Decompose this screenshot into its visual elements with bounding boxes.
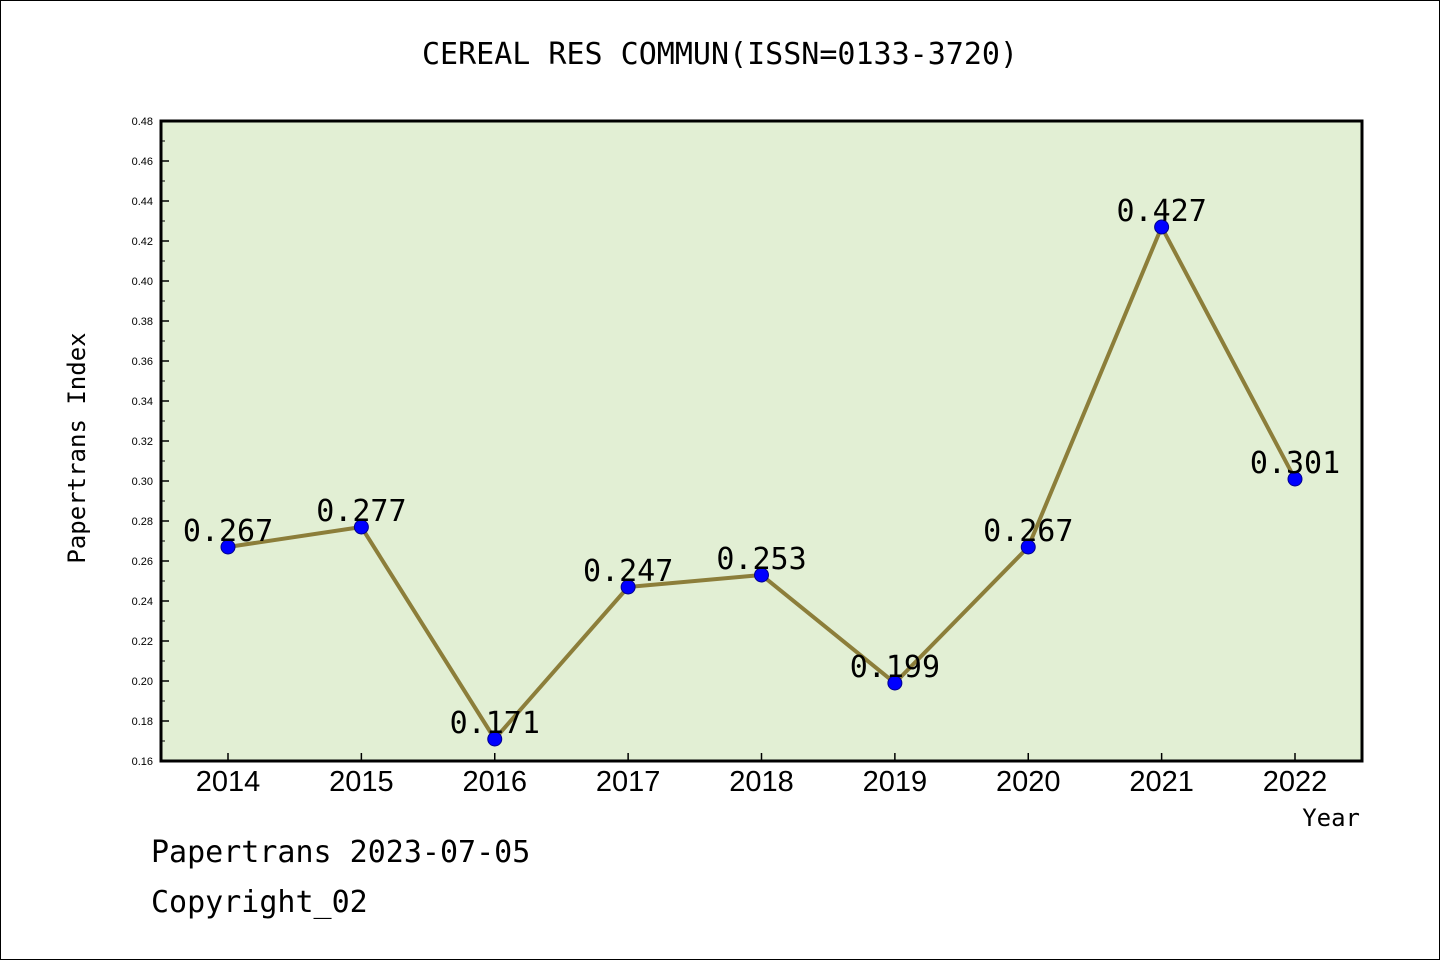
data-label: 0.253	[716, 542, 806, 577]
y-tick-label: 0.16	[132, 756, 153, 768]
data-point	[487, 731, 503, 747]
y-tick-label: 0.38	[132, 316, 153, 328]
data-label: 0.301	[1250, 446, 1340, 481]
data-label: 0.247	[583, 554, 673, 589]
x-tick-label: 2014	[196, 766, 261, 798]
data-point	[754, 567, 769, 583]
y-tick-label: 0.22	[132, 636, 153, 648]
y-tick-label: 0.32	[132, 436, 153, 448]
data-label: 0.267	[183, 514, 273, 549]
y-tick-label: 0.46	[132, 156, 153, 168]
x-tick-label: 2016	[462, 766, 527, 798]
y-tick-label: 0.42	[132, 236, 153, 248]
data-label: 0.267	[983, 514, 1073, 549]
y-tick-label: 0.18	[132, 716, 153, 728]
y-tick-label: 0.24	[132, 596, 153, 608]
y-tick-label: 0.36	[132, 356, 153, 368]
data-label: 0.277	[316, 494, 406, 529]
x-tick-label: 2022	[1263, 766, 1328, 798]
chart-title: CEREAL RES COMMUN(ISSN=0133-3720)	[421, 37, 1019, 72]
y-tick-label: 0.48	[132, 116, 153, 128]
y-axis: 0.16 0.18 0.20 0.22 0.24 0.26 0.28 0.30 0.32 0.34…	[132, 116, 169, 768]
data-point	[220, 539, 236, 555]
x-axis: 2014 2015 2016 2017 2018 2019 2020 2021 2022	[196, 753, 1328, 798]
x-tick-label: 2015	[329, 766, 394, 798]
x-tick-label: 2017	[596, 766, 661, 798]
data-label: 0.171	[450, 706, 540, 741]
y-tick-label: 0.26	[132, 556, 153, 568]
x-tick-label: 2021	[1129, 766, 1194, 798]
data-point	[1020, 539, 1036, 555]
data-label: 0.427	[1116, 194, 1206, 229]
y-tick-label: 0.34	[132, 396, 153, 408]
y-tick-label: 0.40	[132, 276, 153, 288]
x-tick-label: 2019	[863, 766, 928, 798]
data-point	[620, 579, 636, 595]
data-point	[353, 519, 369, 535]
x-axis-title: Year	[1302, 804, 1360, 832]
data-point	[1287, 471, 1303, 487]
y-tick-label: 0.28	[132, 516, 153, 528]
data-point	[887, 675, 903, 691]
data-point	[1154, 219, 1170, 235]
data-label: 0.199	[850, 650, 940, 685]
data-labels: 0.267 0.277 0.171 0.247 0.253 0.199 0.267 0.427…	[183, 194, 1340, 741]
footer-copyright-text: Copyright_02	[151, 885, 368, 920]
x-tick-label: 2018	[729, 766, 794, 798]
y-axis-title: Papertrans Index	[63, 332, 91, 563]
x-tick-label: 2020	[996, 766, 1061, 798]
footer-date-text: Papertrans 2023-07-05	[151, 835, 531, 870]
y-tick-label: 0.30	[132, 476, 153, 488]
y-tick-label: 0.20	[132, 676, 153, 688]
y-tick-label: 0.44	[132, 196, 153, 208]
data-points	[220, 219, 1303, 747]
